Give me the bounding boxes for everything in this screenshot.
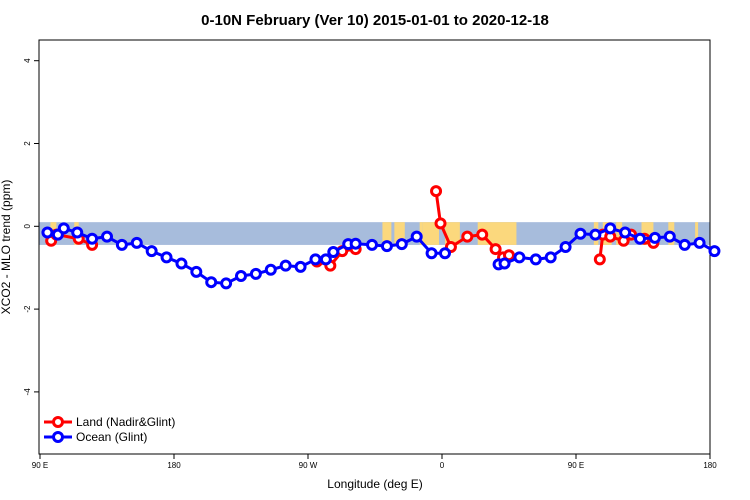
- data-point: [438, 247, 451, 260]
- data-point: [175, 257, 188, 270]
- x-tick-label: 0: [440, 461, 445, 470]
- data-point: [529, 253, 542, 266]
- data-point: [349, 237, 362, 250]
- data-point: [235, 269, 247, 282]
- data-point: [476, 228, 489, 241]
- data-point: [145, 245, 158, 258]
- series-layer: [41, 185, 721, 290]
- data-point: [41, 226, 54, 239]
- data-point: [205, 276, 218, 289]
- x-tick-label: 180: [167, 461, 181, 470]
- data-point: [634, 232, 647, 245]
- legend-ocean-marker: [52, 431, 64, 443]
- y-tick-label: 4: [23, 58, 32, 63]
- data-point: [604, 222, 617, 235]
- legend-ocean-label: Ocean (Glint): [76, 430, 147, 444]
- data-point: [663, 230, 676, 243]
- data-point: [220, 277, 233, 290]
- data-point: [678, 238, 691, 251]
- y-tick-label: 2: [23, 141, 32, 146]
- data-point: [574, 227, 587, 240]
- data-point: [544, 251, 557, 264]
- data-point: [395, 238, 408, 251]
- series-land: [45, 185, 660, 272]
- data-point: [319, 253, 332, 266]
- data-point: [309, 253, 322, 266]
- data-point: [693, 236, 706, 249]
- data-point: [86, 232, 99, 245]
- axes: 4 2 0 -2 -4 90 E 180 90 W 0 90 E 180: [23, 58, 717, 470]
- series-ocean: [41, 222, 721, 290]
- land-segment: [394, 222, 405, 245]
- data-point: [279, 259, 292, 272]
- data-point: [366, 238, 379, 251]
- data-point: [461, 230, 474, 243]
- data-point: [101, 230, 113, 243]
- ocean-band: [39, 222, 710, 245]
- data-point: [130, 236, 143, 249]
- data-point: [425, 247, 438, 260]
- data-point: [619, 226, 632, 239]
- data-point: [71, 226, 84, 239]
- land-segment: [616, 222, 623, 245]
- data-point: [264, 263, 277, 276]
- data-point: [327, 245, 340, 258]
- data-point: [249, 267, 262, 280]
- legend-land-marker: [52, 416, 64, 428]
- data-point: [410, 230, 423, 243]
- chart-title: 0-10N February (Ver 10) 2015-01-01 to 20…: [201, 12, 549, 29]
- y-tick-label: -4: [23, 388, 32, 396]
- data-point: [513, 251, 526, 264]
- data-point: [489, 243, 502, 256]
- data-point: [115, 238, 128, 251]
- data-point: [434, 217, 447, 230]
- x-tick-label: 90 E: [568, 461, 584, 470]
- legend-land-label: Land (Nadir&Glint): [76, 415, 175, 429]
- data-point: [380, 240, 393, 253]
- legend: Land (Nadir&Glint) Ocean (Glint): [40, 415, 180, 451]
- y-tick-label: 0: [23, 224, 32, 229]
- data-point: [160, 251, 173, 264]
- data-point: [498, 257, 511, 270]
- data-point: [190, 265, 203, 278]
- land-segment: [695, 222, 699, 245]
- data-point: [57, 222, 70, 235]
- land-segment: [382, 222, 392, 245]
- data-point: [430, 185, 443, 198]
- y-axis-label: XCO2 - MLO trend (ppm): [0, 180, 13, 315]
- data-point: [648, 231, 661, 244]
- x-tick-label: 180: [703, 461, 717, 470]
- x-tick-label: 90 W: [299, 461, 318, 470]
- data-point: [559, 241, 572, 253]
- x-tick-label: 90 E: [32, 461, 48, 470]
- data-point: [294, 260, 307, 273]
- x-axis-label: Longitude (deg E): [327, 477, 422, 491]
- land-segment: [422, 222, 440, 245]
- series-line: [498, 226, 716, 266]
- y-tick-label: -2: [23, 305, 32, 313]
- data-point: [589, 228, 602, 241]
- data-point: [708, 245, 721, 258]
- data-point: [593, 253, 606, 266]
